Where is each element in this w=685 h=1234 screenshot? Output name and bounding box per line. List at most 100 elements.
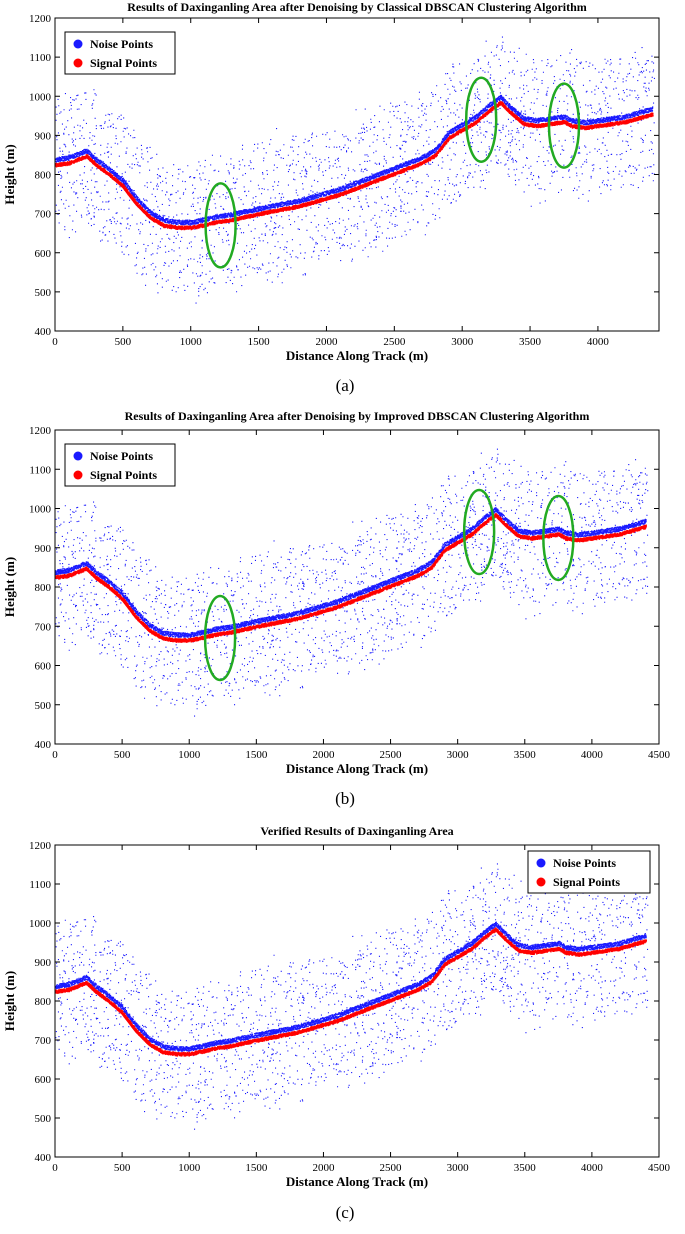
- legend-noise-marker: [536, 858, 546, 868]
- highlight-ellipse-3: [547, 82, 581, 169]
- y-tick-label: 700: [35, 621, 52, 633]
- y-tick-label: 1100: [29, 464, 51, 476]
- noise-points: [55, 863, 649, 1130]
- legend-signal-label: Signal Points: [553, 875, 620, 889]
- signal-points-series: [54, 513, 647, 643]
- legend-noise-marker: [73, 451, 83, 461]
- legend-signal-label: Signal Points: [90, 56, 157, 70]
- chart-panel-a: Results of Daxinganling Area after Denoi…: [2, 0, 660, 395]
- noise-points-series: [55, 863, 649, 1130]
- x-tick-label: 0: [52, 1162, 58, 1174]
- x-tick-label: 3000: [447, 1162, 470, 1174]
- x-tick-label: 500: [114, 1162, 131, 1174]
- x-tick-label: 3500: [514, 749, 537, 761]
- highlight-ellipse-2: [462, 488, 496, 576]
- y-tick-label: 1000: [29, 91, 52, 103]
- y-tick-label: 600: [35, 1074, 52, 1086]
- x-axis-label: Distance Along Track (m): [286, 348, 428, 363]
- legend-box: [64, 443, 176, 487]
- y-tick-label: 500: [35, 287, 52, 299]
- legend: Noise Points Signal Points: [527, 850, 651, 894]
- y-tick-label: 400: [35, 326, 52, 338]
- y-tick-label: 600: [35, 248, 52, 260]
- x-tick-label: 3000: [451, 336, 474, 348]
- y-tick-label: 1200: [29, 425, 52, 437]
- x-tick-label: 3000: [447, 749, 470, 761]
- chart-title: Results of Daxinganling Area after Denoi…: [127, 0, 587, 14]
- y-tick-label: 400: [35, 739, 52, 751]
- x-tick-label: 500: [114, 749, 131, 761]
- x-tick-label: 4000: [581, 749, 604, 761]
- panel-label: (a): [336, 376, 355, 395]
- y-tick-label: 1200: [29, 13, 52, 25]
- signal-upper-points: [55, 506, 647, 638]
- y-tick-label: 800: [35, 582, 52, 594]
- x-tick-label: 2000: [312, 1162, 335, 1174]
- y-tick-label: 1100: [29, 879, 51, 891]
- legend-signal-marker: [73, 58, 83, 68]
- noise-points-series: [55, 36, 656, 304]
- x-tick-label: 4000: [587, 336, 610, 348]
- y-tick-label: 1100: [29, 52, 51, 64]
- y-tick-label: 700: [35, 1035, 52, 1047]
- noise-points: [55, 36, 656, 304]
- legend-box: [64, 31, 176, 75]
- legend: Noise Points Signal Points: [64, 31, 176, 75]
- x-axis-label: Distance Along Track (m): [286, 761, 428, 776]
- signal-points-series: [54, 100, 654, 231]
- highlight-ellipse-2: [464, 76, 498, 163]
- legend-noise-label: Noise Points: [553, 856, 616, 870]
- x-tick-label: 4000: [581, 1162, 604, 1174]
- x-tick-label: 1000: [178, 1162, 201, 1174]
- highlight-ellipse-1: [204, 182, 237, 269]
- x-tick-label: 2500: [380, 1162, 403, 1174]
- x-tick-label: 1500: [248, 336, 271, 348]
- signal-upper-points: [55, 94, 654, 226]
- x-tick-label: 0: [52, 336, 58, 348]
- y-tick-label: 900: [35, 543, 52, 555]
- chart-panel-c: Verified Results of Daxinganling Area 0 50…: [2, 824, 671, 1222]
- y-tick-label: 1200: [29, 840, 52, 852]
- panel-label: (b): [335, 789, 355, 808]
- y-tick-label: 400: [35, 1152, 52, 1164]
- legend-signal-marker: [73, 470, 83, 480]
- x-tick-label: 4500: [648, 1162, 671, 1174]
- y-tick-label: 900: [35, 957, 52, 969]
- signal-band-blue: [55, 921, 647, 1052]
- chart-title: Verified Results of Daxinganling Area: [260, 824, 453, 838]
- x-tick-label: 2000: [315, 336, 338, 348]
- x-tick-label: 1000: [180, 336, 203, 348]
- legend-noise-label: Noise Points: [90, 37, 153, 51]
- y-tick-label: 800: [35, 996, 52, 1008]
- x-tick-label: 2000: [312, 749, 335, 761]
- highlight-ellipse-3: [542, 494, 575, 582]
- legend-noise-marker: [73, 39, 83, 49]
- legend-signal-label: Signal Points: [90, 468, 157, 482]
- y-tick-label: 500: [35, 1113, 52, 1125]
- signal-band-blue: [55, 506, 647, 638]
- y-axis-label: Height (m): [2, 971, 17, 1031]
- y-axis-label: Height (m): [2, 144, 17, 204]
- y-tick-label: 800: [35, 170, 52, 182]
- noise-points: [55, 448, 649, 717]
- x-tick-label: 1000: [178, 749, 201, 761]
- y-tick-label: 1000: [29, 918, 52, 930]
- x-tick-label: 500: [115, 336, 132, 348]
- x-tick-label: 4500: [648, 749, 671, 761]
- x-tick-label: 3500: [514, 1162, 537, 1174]
- chart-panel-b: Results of Daxinganling Area after Denoi…: [2, 409, 671, 808]
- y-axis-label: Height (m): [2, 557, 17, 617]
- legend-box: [527, 850, 651, 894]
- x-tick-label: 3500: [519, 336, 542, 348]
- signal-profile-line: [54, 928, 646, 1056]
- x-axis-label: Distance Along Track (m): [286, 1174, 428, 1189]
- signal-profile-line: [54, 101, 653, 230]
- y-tick-label: 500: [35, 700, 52, 712]
- y-tick-label: 700: [35, 209, 52, 221]
- legend-noise-label: Noise Points: [90, 449, 153, 463]
- signal-points-series: [54, 927, 648, 1057]
- chart-title: Results of Daxinganling Area after Denoi…: [125, 409, 590, 423]
- x-tick-label: 2500: [380, 749, 403, 761]
- x-tick-label: 1500: [245, 749, 268, 761]
